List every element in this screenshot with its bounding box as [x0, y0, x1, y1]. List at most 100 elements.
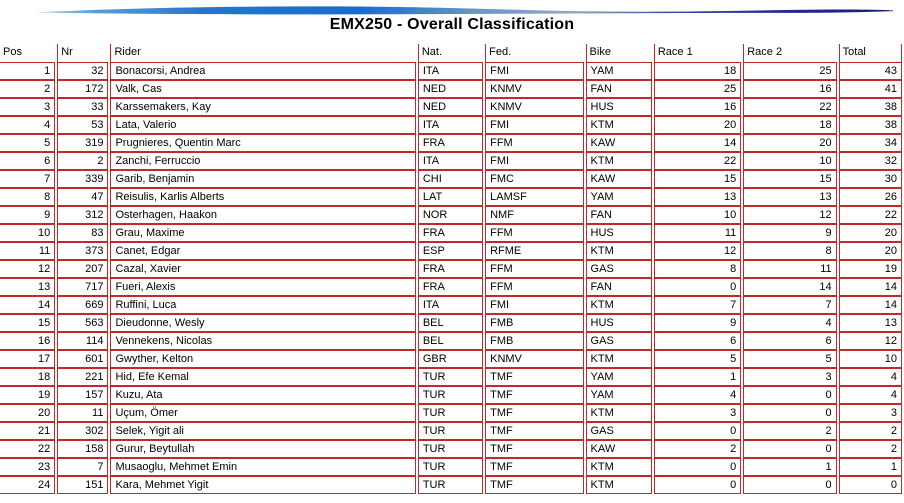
cell-race1: 5 — [653, 350, 742, 368]
cell-nat: ITA — [417, 296, 484, 314]
table-row: 9 312 Osterhagen, Haakon NOR NMF FAN 10 12 22 — [0, 206, 902, 224]
cell-race2: 20 — [743, 134, 837, 152]
cell-fed: FMB — [485, 332, 584, 350]
cell-total: 43 — [838, 62, 902, 80]
cell-pos: 17 — [0, 350, 56, 368]
cell-race1: 7 — [653, 296, 742, 314]
cell-race2: 0 — [743, 404, 837, 422]
cell-total: 38 — [838, 98, 902, 116]
cell-rider: Fueri, Alexis — [110, 278, 416, 296]
cell-race1: 2 — [653, 440, 742, 458]
cell-total: 14 — [838, 296, 902, 314]
cell-fed: TMF — [485, 476, 584, 494]
cell-pos: 3 — [0, 98, 56, 116]
cell-race1: 10 — [653, 206, 742, 224]
cell-race1: 0 — [653, 278, 742, 296]
cell-rider: Gwyther, Kelton — [110, 350, 416, 368]
cell-pos: 5 — [0, 134, 56, 152]
cell-race1: 8 — [653, 260, 742, 278]
cell-fed: TMF — [485, 440, 584, 458]
cell-fed: TMF — [485, 368, 584, 386]
cell-race1: 18 — [653, 62, 742, 80]
table-row: 10 83 Grau, Maxime FRA FFM HUS 11 9 20 — [0, 224, 902, 242]
cell-nr: 717 — [57, 278, 109, 296]
cell-pos: 4 — [0, 116, 56, 134]
cell-race1: 1 — [653, 368, 742, 386]
cell-pos: 2 — [0, 80, 56, 98]
cell-nr: 83 — [57, 224, 109, 242]
cell-bike: GAS — [585, 260, 652, 278]
cell-total: 0 — [838, 476, 902, 494]
cell-pos: 24 — [0, 476, 56, 494]
column-header-nr: Nr — [57, 44, 108, 62]
cell-nr: 669 — [57, 296, 109, 314]
cell-bike: KAW — [585, 440, 652, 458]
cell-pos: 10 — [0, 224, 56, 242]
cell-nr: 172 — [57, 80, 109, 98]
cell-rider: Uçum, Ömer — [110, 404, 416, 422]
column-header-total: Total — [838, 44, 902, 62]
cell-nr: 563 — [57, 314, 109, 332]
cell-total: 14 — [838, 278, 902, 296]
table-row: 24 151 Kara, Mehmet Yigit TUR TMF KTM 0 0 0 — [0, 476, 902, 494]
cell-nr: 339 — [57, 170, 109, 188]
cell-fed: TMF — [485, 404, 584, 422]
cell-race2: 13 — [743, 188, 837, 206]
cell-rider: Bonacorsi, Andrea — [110, 62, 416, 80]
cell-fed: TMF — [485, 458, 584, 476]
cell-nat: NOR — [417, 206, 484, 224]
cell-fed: LAMSF — [485, 188, 584, 206]
cell-bike: KTM — [585, 242, 652, 260]
cell-race1: 3 — [653, 404, 742, 422]
cell-race2: 9 — [743, 224, 837, 242]
cell-nr: 373 — [57, 242, 109, 260]
cell-nat: ESP — [417, 242, 484, 260]
cell-rider: Hid, Efe Kemal — [110, 368, 416, 386]
cell-fed: FFM — [485, 278, 584, 296]
cell-nat: GBR — [417, 350, 484, 368]
header-row: Pos Nr Rider Nat. Fed. Bike Race 1 Race 2 Total — [0, 44, 902, 62]
column-header-bike: Bike — [585, 44, 652, 62]
cell-total: 20 — [838, 242, 902, 260]
table-row: 3 33 Karssemakers, Kay NED KNMV HUS 16 22 38 — [0, 98, 902, 116]
cell-fed: KNMV — [485, 80, 584, 98]
cell-fed: KNMV — [485, 98, 584, 116]
cell-total: 4 — [838, 368, 902, 386]
cell-rider: Kara, Mehmet Yigit — [110, 476, 416, 494]
cell-bike: KTM — [585, 152, 652, 170]
cell-fed: FMI — [485, 62, 584, 80]
cell-race1: 14 — [653, 134, 742, 152]
cell-fed: FMI — [485, 152, 584, 170]
table-row: 4 53 Lata, Valerio ITA FMI KTM 20 18 38 — [0, 116, 902, 134]
cell-pos: 18 — [0, 368, 56, 386]
cell-nat: FRA — [417, 260, 484, 278]
cell-rider: Grau, Maxime — [110, 224, 416, 242]
cell-race2: 25 — [743, 62, 837, 80]
cell-race1: 0 — [653, 476, 742, 494]
cell-nat: TUR — [417, 368, 484, 386]
table-row: 13 717 Fueri, Alexis FRA FFM FAN 0 14 14 — [0, 278, 902, 296]
cell-pos: 20 — [0, 404, 56, 422]
table-row: 2 172 Valk, Cas NED KNMV FAN 25 16 41 — [0, 80, 902, 98]
cell-total: 34 — [838, 134, 902, 152]
cell-race2: 14 — [743, 278, 837, 296]
cell-rider: Valk, Cas — [110, 80, 416, 98]
cell-race2: 12 — [743, 206, 837, 224]
cell-nr: 114 — [57, 332, 109, 350]
table-row: 16 114 Vennekens, Nicolas BEL FMB GAS 6 6 12 — [0, 332, 902, 350]
cell-rider: Dieudonne, Wesly — [110, 314, 416, 332]
cell-nr: 151 — [57, 476, 109, 494]
cell-race1: 9 — [653, 314, 742, 332]
cell-rider: Vennekens, Nicolas — [110, 332, 416, 350]
cell-total: 3 — [838, 404, 902, 422]
cell-race1: 16 — [653, 98, 742, 116]
cell-total: 30 — [838, 170, 902, 188]
cell-rider: Lata, Valerio — [110, 116, 416, 134]
cell-nat: TUR — [417, 422, 484, 440]
cell-bike: GAS — [585, 422, 652, 440]
cell-race2: 5 — [743, 350, 837, 368]
cell-race2: 18 — [743, 116, 837, 134]
cell-nr: 157 — [57, 386, 109, 404]
cell-total: 2 — [838, 440, 902, 458]
cell-nr: 158 — [57, 440, 109, 458]
